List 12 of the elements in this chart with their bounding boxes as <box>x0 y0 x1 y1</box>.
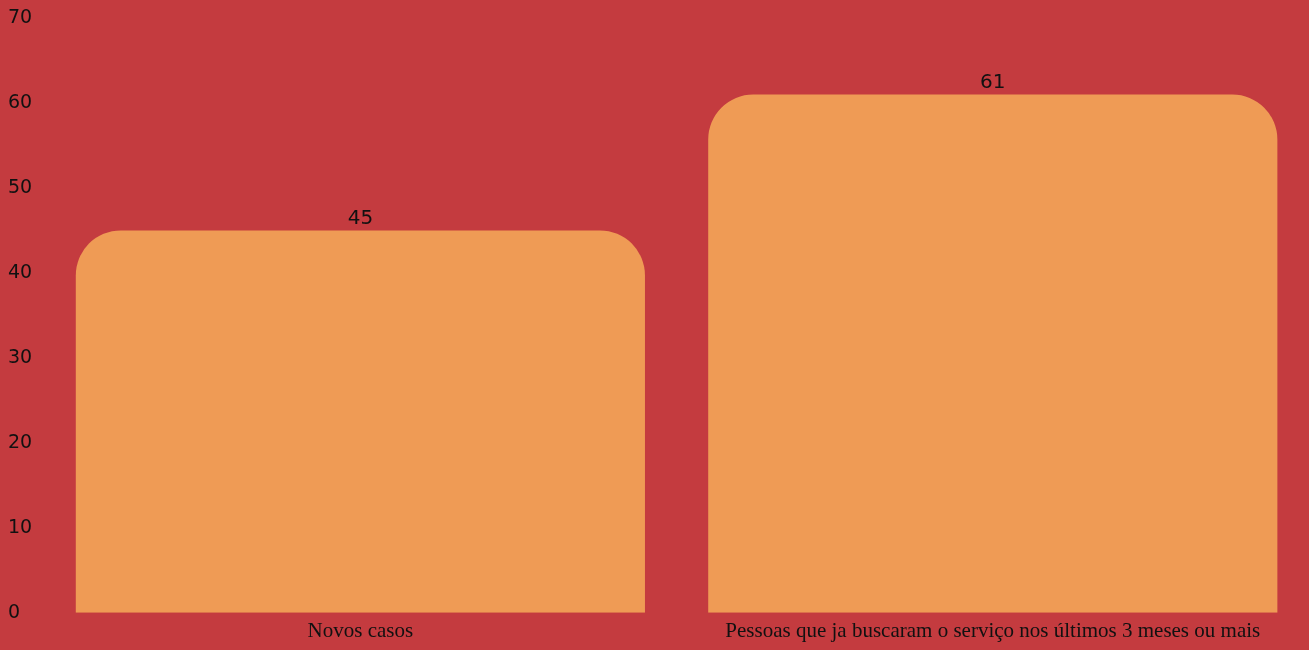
y-tick-label: 10 <box>8 514 33 537</box>
y-tick-label: 60 <box>8 89 33 112</box>
y-tick-label: 40 <box>8 259 33 282</box>
y-tick-label: 30 <box>8 344 33 367</box>
data-label: 61 <box>980 68 1006 93</box>
x-tick-label: Novos casos <box>307 617 414 642</box>
y-tick-label: 70 <box>8 4 33 27</box>
x-tick-label: Pessoas que ja buscaram o serviço nos últimos 3 meses ou mais <box>725 617 1261 642</box>
data-label: 45 <box>347 204 374 229</box>
y-tick-label: 50 <box>8 174 33 197</box>
y-tick-label: 20 <box>8 429 33 452</box>
y-tick-label: 0 <box>8 599 21 622</box>
